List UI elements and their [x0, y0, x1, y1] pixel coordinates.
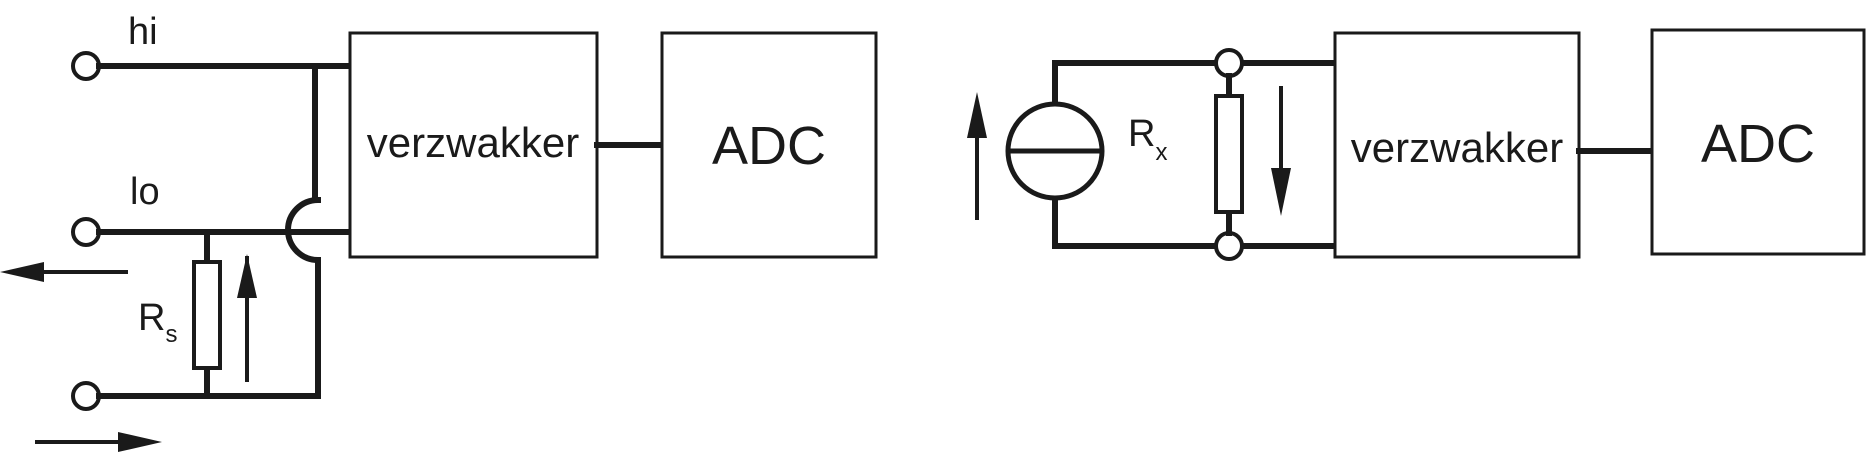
adc-block-right: [1650, 28, 1866, 256]
arrow-head-current-rx: [1271, 168, 1291, 216]
amplifier-block-left: [348, 31, 599, 259]
terminal-rx-bottom: [1214, 231, 1244, 261]
left-circuit: Rs hi lo verzwakker ADC: [0, 11, 878, 452]
amplifier-label-right: verzwakker: [1351, 124, 1563, 171]
label-hi: hi: [128, 11, 158, 53]
right-circuit: Rx verzwakker ADC: [967, 28, 1866, 261]
arrow-head-current-right: [118, 432, 162, 452]
terminal-rx-top: [1214, 48, 1244, 78]
terminal-lo: [71, 217, 101, 247]
resistor-rs: [192, 260, 222, 370]
arrow-head-voltage-rs: [237, 254, 257, 298]
resistor-rx: [1214, 94, 1244, 214]
rs-label: Rs: [138, 297, 177, 348]
adc-label-right: ADC: [1701, 114, 1815, 174]
adc-label-left: ADC: [712, 116, 826, 176]
terminal-hi: [71, 51, 101, 81]
adc-block-left: [660, 31, 878, 259]
label-lo: lo: [130, 171, 160, 213]
arrow-head-voltage-source: [967, 92, 987, 138]
amplifier-label-left: verzwakker: [367, 119, 579, 166]
rx-label: Rx: [1128, 113, 1167, 166]
amplifier-block-right: [1333, 31, 1581, 259]
terminal-ground: [71, 381, 101, 411]
wire-crossover: [285, 196, 322, 264]
arrow-head-current-left: [0, 262, 44, 282]
